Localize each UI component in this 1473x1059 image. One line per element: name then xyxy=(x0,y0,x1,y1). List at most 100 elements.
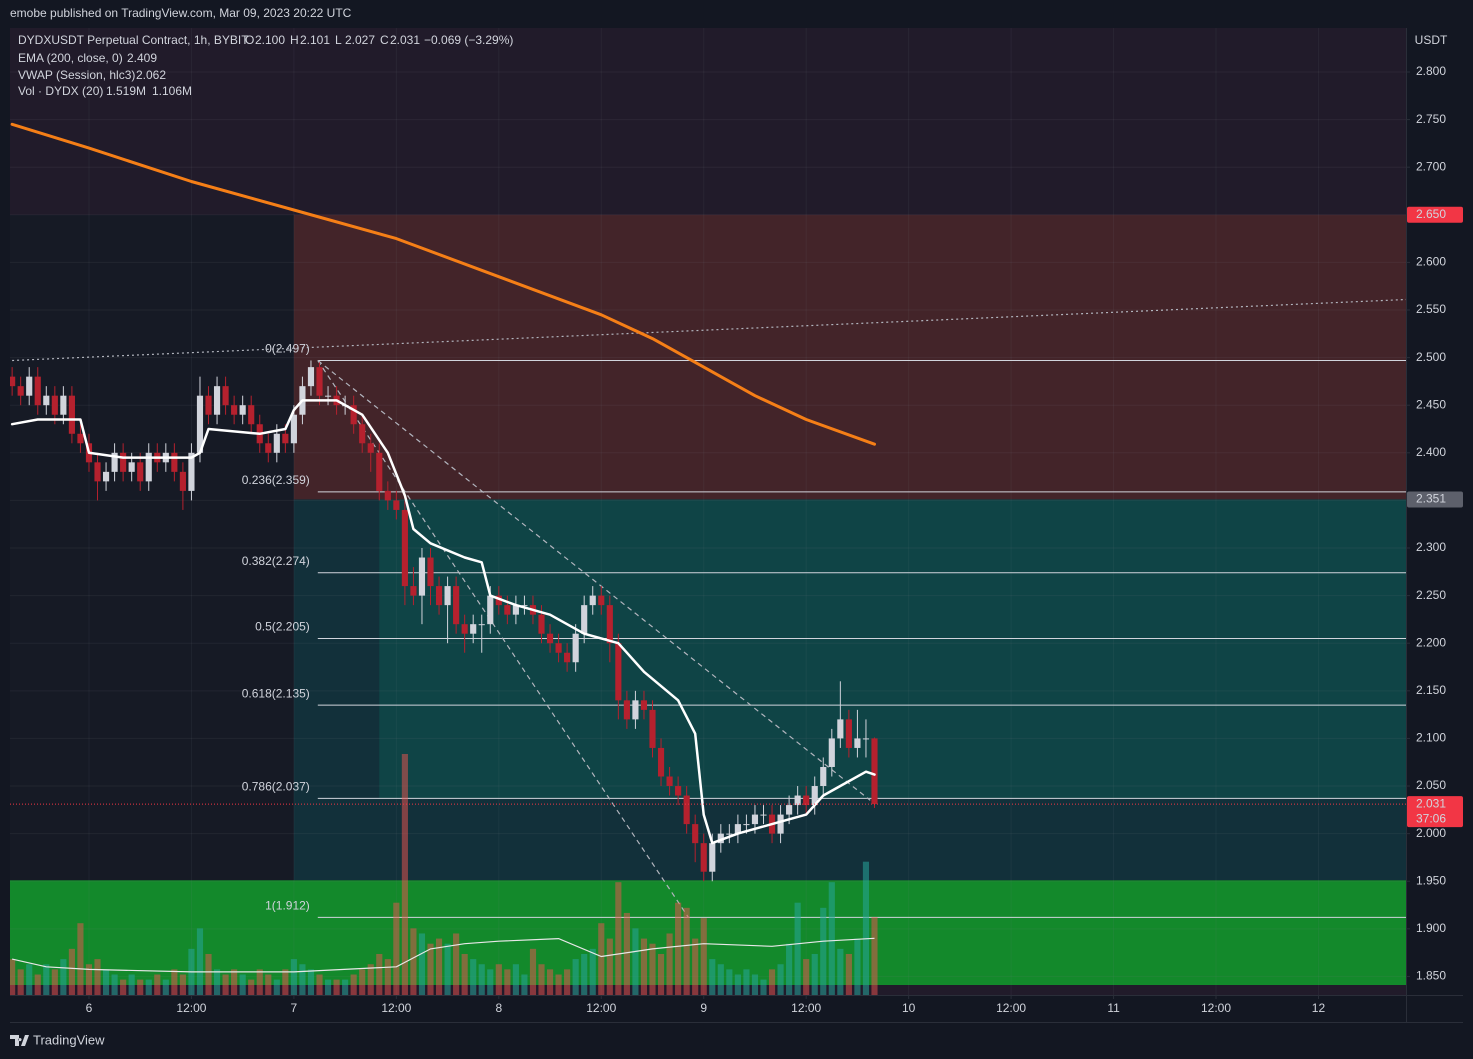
price-badge-label: 2.351 xyxy=(1416,492,1446,506)
ema-legend: EMA (200, close, 0) xyxy=(18,51,123,65)
x-tick-label: 12:00 xyxy=(176,1001,206,1015)
candle-body xyxy=(120,452,127,472)
candle-body xyxy=(34,376,41,406)
candle-body xyxy=(657,747,665,777)
zone xyxy=(10,214,294,881)
volume-bar xyxy=(94,959,101,995)
price-badge-label: 2.650 xyxy=(1416,207,1446,221)
last-price-label: 2.031 xyxy=(1416,796,1446,810)
candle-body xyxy=(811,786,818,806)
candle-body xyxy=(845,719,852,748)
volume-bar xyxy=(555,974,562,995)
volume-bar xyxy=(17,969,24,995)
volume-bar xyxy=(120,979,127,995)
volume-bar xyxy=(598,923,605,995)
last-price-badge xyxy=(1407,796,1463,828)
volume-legend: Vol · DYDX (20) xyxy=(18,84,103,98)
candle-body xyxy=(555,643,562,653)
volume-bar xyxy=(871,917,878,995)
volume-bar xyxy=(333,979,340,995)
symbol-title: DYDXUSDT Perpetual Contract, 1h, BYBIT xyxy=(18,33,249,47)
y-tick-label: 2.300 xyxy=(1416,540,1446,554)
volume-bar xyxy=(581,953,588,995)
volume-bar xyxy=(359,969,366,995)
candle-body xyxy=(418,557,426,596)
volume-bar xyxy=(427,943,434,995)
volume-bar xyxy=(538,964,545,995)
candle-body xyxy=(410,586,417,596)
volume-bar xyxy=(367,964,374,995)
x-tick-label: 10 xyxy=(902,1001,916,1015)
x-tick-label: 6 xyxy=(86,1001,93,1015)
volume-ma-value: 1.106M xyxy=(152,84,192,98)
candle-body xyxy=(837,719,844,739)
candle-body xyxy=(666,776,673,787)
volume-bar xyxy=(342,979,349,995)
candle-body xyxy=(239,405,246,415)
candle-body xyxy=(478,624,485,626)
candle-body xyxy=(393,500,400,510)
volume-bar xyxy=(34,974,41,995)
volume-bar xyxy=(393,902,400,995)
volume-bar xyxy=(512,964,519,995)
volume-bar xyxy=(350,974,357,995)
candle-body xyxy=(17,386,24,396)
candle-body xyxy=(700,843,707,872)
indicator-line xyxy=(10,399,876,845)
volume-bar xyxy=(649,943,656,995)
candle-body xyxy=(60,395,67,415)
candle-body xyxy=(794,795,801,806)
price-badge xyxy=(1407,491,1463,508)
volume-bar xyxy=(786,943,793,995)
zone xyxy=(379,499,1406,799)
candle-body xyxy=(760,814,767,816)
volume-bar xyxy=(700,918,707,995)
candle-body xyxy=(376,452,383,491)
candle-body xyxy=(675,786,682,796)
y-tick-label: 2.800 xyxy=(1416,64,1446,78)
candle-body xyxy=(273,433,280,453)
candle-body xyxy=(743,824,750,826)
y-tick-label: 2.450 xyxy=(1416,397,1446,411)
volume-bar xyxy=(478,964,485,995)
volume-bar xyxy=(820,907,827,995)
candle-body xyxy=(726,833,733,835)
candle-body xyxy=(444,586,451,606)
candle-body xyxy=(495,595,502,606)
volume-bar xyxy=(85,964,93,995)
volume-bar xyxy=(623,912,630,995)
candle-body xyxy=(68,395,75,434)
candle-body xyxy=(282,433,289,444)
volume-bar xyxy=(196,928,204,995)
y-tick-label: 2.100 xyxy=(1416,731,1446,745)
candle-body xyxy=(598,595,605,606)
fib-label: 0.786(2.037) xyxy=(242,780,310,794)
candle-body xyxy=(786,805,793,815)
ohlc-value: 2.027 xyxy=(345,33,375,47)
candle-body xyxy=(572,633,579,663)
zone xyxy=(293,214,1406,500)
x-tick-label: 12:00 xyxy=(996,1001,1026,1015)
volume-bar xyxy=(102,969,110,995)
candle-body xyxy=(862,738,870,740)
candle-body xyxy=(324,395,332,397)
candle-body xyxy=(504,605,511,615)
x-tick-label: 7 xyxy=(291,1001,298,1015)
candle-body xyxy=(26,376,33,396)
candle-body xyxy=(128,462,135,472)
volume-bar xyxy=(179,974,186,995)
candle-body xyxy=(777,814,784,834)
fib-label: 0.5(2.205) xyxy=(255,620,310,634)
fib-label: 0.382(2.274) xyxy=(242,554,310,568)
vwap-legend: VWAP (Session, hlc3) xyxy=(18,68,135,82)
volume-bar xyxy=(316,974,323,995)
volume-bar xyxy=(845,953,852,995)
candle-body xyxy=(231,405,238,415)
candle-body xyxy=(307,367,315,387)
volume-bar xyxy=(529,948,537,995)
volume-bar xyxy=(77,923,84,995)
candle-body xyxy=(854,738,861,748)
volume-bar xyxy=(572,959,579,995)
candle-body xyxy=(367,443,374,453)
volume-bar xyxy=(231,969,238,995)
